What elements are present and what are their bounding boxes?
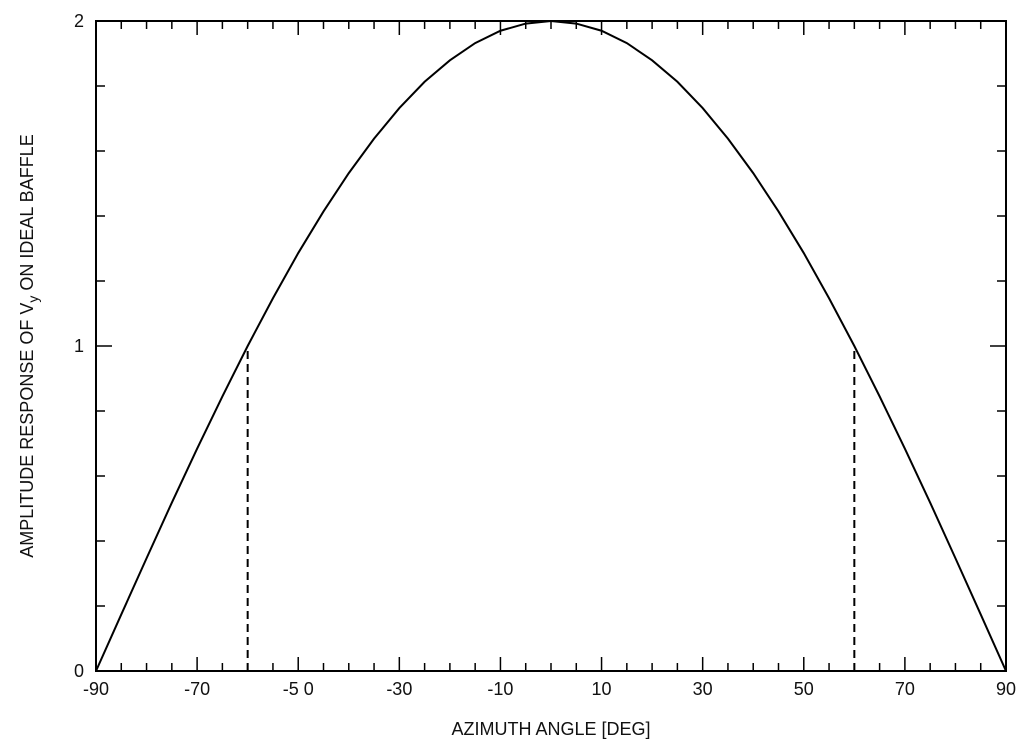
y-axis-label-subscript: y <box>25 296 41 303</box>
x-tick-label: 90 <box>996 679 1016 699</box>
x-tick-label: -10 <box>487 679 513 699</box>
x-tick-label: -5 0 <box>283 679 314 699</box>
y-tick-label: 2 <box>74 11 84 31</box>
y-axis-label-suffix: ON IDEAL BAFFLE <box>17 134 37 295</box>
axis-ticks <box>95 20 1007 672</box>
y-axis-label-prefix: AMPLITUDE RESPONSE OF V <box>17 303 37 558</box>
x-tick-label: 50 <box>794 679 814 699</box>
x-tick-label: 70 <box>895 679 915 699</box>
y-tick-labels: 0 1 2 <box>74 11 84 681</box>
y-axis-label: AMPLITUDE RESPONSE OF Vy ON IDEAL BAFFLE <box>17 134 41 557</box>
x-tick-label: -70 <box>184 679 210 699</box>
x-axis-label: AZIMUTH ANGLE [DEG] <box>451 719 650 739</box>
y-tick-label: 0 <box>74 661 84 681</box>
x-tick-label: -30 <box>386 679 412 699</box>
annotations <box>246 346 856 671</box>
x-tick-labels: -90 -70 -5 0 -30 -10 10 30 50 70 90 <box>83 679 1016 699</box>
plot-frame <box>95 20 1007 672</box>
x-tick-label: 30 <box>693 679 713 699</box>
x-tick-label: -90 <box>83 679 109 699</box>
x-tick-label: 10 <box>592 679 612 699</box>
series-line <box>95 19 1007 672</box>
y-tick-label: 1 <box>74 336 84 356</box>
